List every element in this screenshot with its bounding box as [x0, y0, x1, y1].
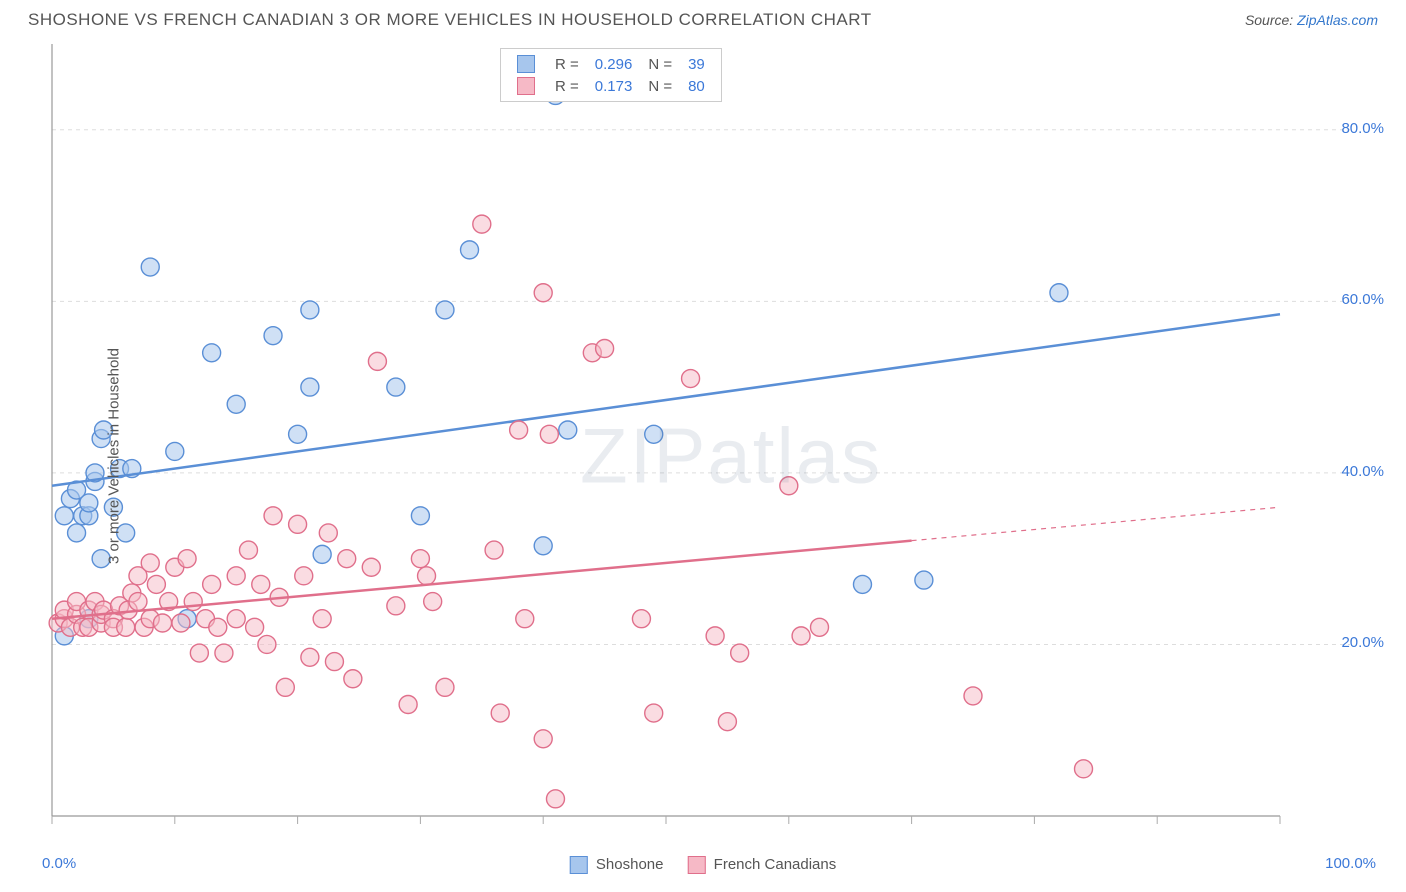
swatch-icon	[687, 856, 705, 874]
legend-item-shoshone: Shoshone	[570, 856, 664, 874]
y-tick-label: 20.0%	[1341, 634, 1384, 651]
y-axis-label: 3 or more Vehicles in Household	[105, 348, 122, 564]
swatch-french-canadians	[517, 77, 535, 95]
y-tick-label: 80.0%	[1341, 120, 1384, 137]
y-tick-label: 40.0%	[1341, 463, 1384, 480]
source-attribution: Source: ZipAtlas.com	[1245, 12, 1378, 28]
chart-header: SHOSHONE VS FRENCH CANADIAN 3 OR MORE VE…	[0, 0, 1406, 36]
chart-area: 3 or more Vehicles in Household ZIPatlas…	[0, 36, 1406, 876]
x-axis-min-label: 0.0%	[42, 855, 76, 872]
chart-title: SHOSHONE VS FRENCH CANADIAN 3 OR MORE VE…	[28, 10, 872, 30]
legend-item-french-canadians: French Canadians	[687, 856, 836, 874]
legend-row-french-canadians: R =0.173 N =80	[509, 75, 713, 97]
correlation-legend: R =0.296 N =39 R =0.173 N =80	[500, 48, 722, 102]
swatch-shoshone	[517, 55, 535, 73]
y-tick-label: 60.0%	[1341, 291, 1384, 308]
legend-row-shoshone: R =0.296 N =39	[509, 53, 713, 75]
swatch-icon	[570, 856, 588, 874]
source-link[interactable]: ZipAtlas.com	[1297, 12, 1378, 28]
x-axis-max-label: 100.0%	[1325, 855, 1376, 872]
scatter-plot-svg	[0, 36, 1406, 848]
series-legend: Shoshone French Canadians	[570, 856, 836, 874]
